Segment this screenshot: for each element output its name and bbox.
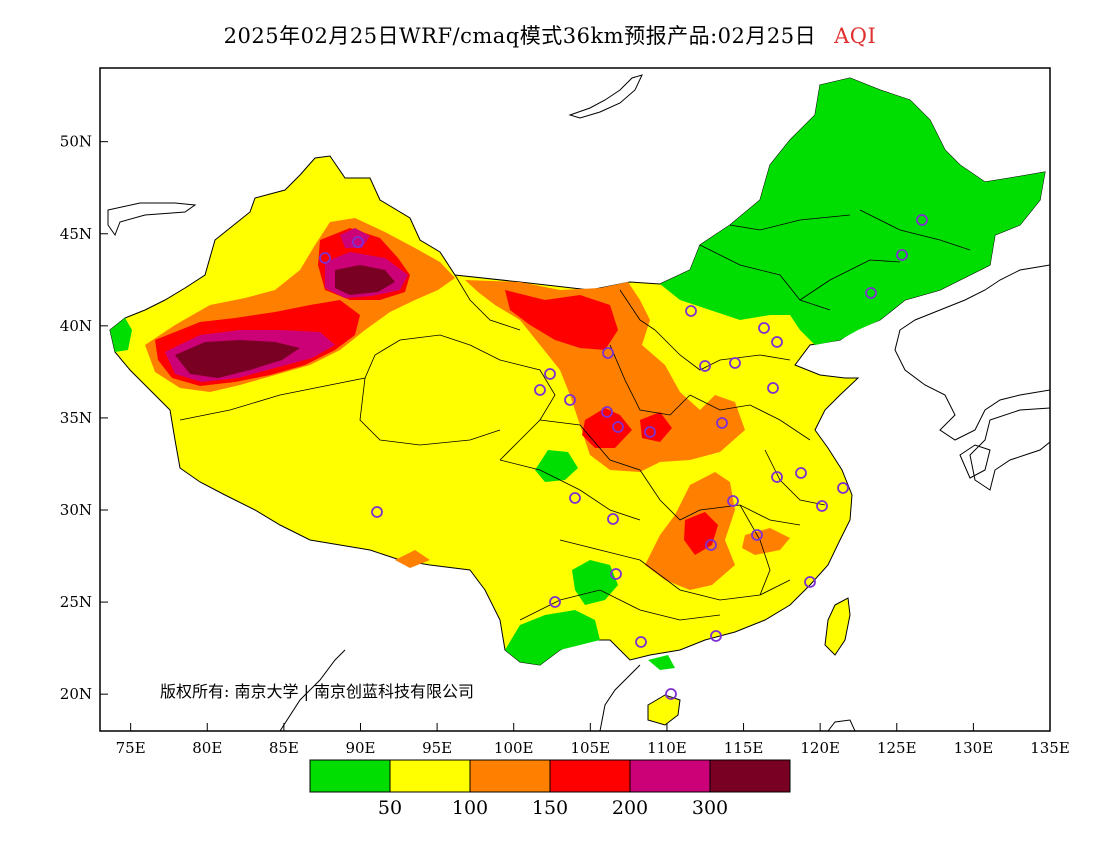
lon-tick-label: 115E — [724, 739, 764, 757]
legend-label: 200 — [612, 797, 648, 819]
station-marker — [771, 471, 783, 483]
lat-tick-label: 40N — [60, 317, 92, 335]
region-good-hainan — [648, 655, 675, 670]
lon-tick-label: 85E — [269, 739, 299, 757]
lon-tick-label: 100E — [494, 739, 534, 757]
station-marker — [534, 384, 546, 396]
station-marker — [727, 495, 739, 507]
title-main: 2025年02月25日WRF/cmaq模式36km预报产品:02月25日 — [223, 24, 817, 48]
title-variable: AQI — [834, 24, 877, 48]
station-marker — [699, 360, 711, 372]
province-boundaries — [179, 209, 971, 621]
lat-tick-label: 35N — [60, 409, 92, 427]
station-marker — [716, 417, 728, 429]
region-hazardous-tarim — [175, 340, 300, 378]
station-marker — [685, 305, 697, 317]
map-field — [107, 74, 1050, 731]
region-good-northeast — [660, 78, 1045, 345]
station-marker — [767, 382, 779, 394]
lon-tick-label: 130E — [954, 739, 994, 757]
station-marker — [665, 688, 677, 700]
station-marker — [352, 236, 364, 248]
station-marker — [837, 482, 849, 494]
station-marker — [371, 506, 383, 518]
station-marker — [729, 357, 741, 369]
map-title: 2025年02月25日WRF/cmaq模式36km预报产品:02月25日 AQI — [0, 20, 1100, 50]
station-marker — [610, 568, 622, 580]
lon-tick-label: 105E — [571, 739, 611, 757]
region-good-west — [110, 318, 132, 352]
lon-axis: 75E 80E 85E 90E 95E 100E 105E 110E 115E 120E 125E 1… — [116, 723, 1070, 757]
copyright-text: 版权所有: 南京大学 | 南京创蓝科技有限公司 — [160, 682, 474, 701]
lon-tick-label: 120E — [800, 739, 840, 757]
lon-tick-label: 135E — [1030, 739, 1070, 757]
region-hazardous-junggar — [335, 265, 395, 295]
lat-axis: 20N 25N 30N 35N 40N 45N 50N — [60, 133, 108, 703]
lon-tick-label: 90E — [345, 739, 375, 757]
legend-label: 150 — [532, 797, 568, 819]
station-marker — [612, 421, 624, 433]
station-marker — [564, 394, 576, 406]
neighbor-coastlines — [107, 74, 1050, 731]
lon-tick-label: 80E — [192, 739, 222, 757]
legend-swatch — [309, 759, 391, 793]
region-unhealthy-north — [505, 290, 618, 350]
region-good-sichuan — [535, 450, 578, 482]
station-marker — [602, 347, 614, 359]
station-marker — [705, 539, 717, 551]
lat-tick-label: 50N — [60, 133, 92, 151]
lon-tick-label: 110E — [647, 739, 687, 757]
region-good-southwest — [505, 610, 600, 665]
station-marker — [544, 368, 556, 380]
station-marker — [916, 214, 928, 226]
taiwan-island — [824, 597, 851, 656]
station-marker — [635, 636, 647, 648]
station-marker — [751, 529, 763, 541]
legend-swatch — [709, 759, 791, 793]
region-unhealthy-henan — [640, 412, 672, 442]
legend — [309, 759, 791, 793]
region-usg-east — [742, 528, 790, 555]
station-marker — [549, 596, 561, 608]
legend-labels: 50 100 150 200 300 — [378, 797, 728, 819]
lat-tick-label: 20N — [60, 685, 92, 703]
station-marker — [601, 406, 613, 418]
legend-label: 100 — [452, 797, 488, 819]
lon-tick-label: 125E — [877, 739, 917, 757]
station-marker — [771, 336, 783, 348]
legend-label: 300 — [692, 797, 728, 819]
station-marker — [710, 630, 722, 642]
station-marker — [607, 513, 619, 525]
station-marker — [865, 287, 877, 299]
region-usg-tibet — [395, 550, 430, 568]
lat-tick-label: 25N — [60, 593, 92, 611]
lat-tick-label: 30N — [60, 501, 92, 519]
station-marker — [319, 252, 331, 264]
region-unhealthy-shaanxi — [582, 408, 632, 448]
station-marker — [758, 322, 770, 334]
station-marker — [896, 249, 908, 261]
station-marker — [569, 492, 581, 504]
station-markers — [319, 214, 928, 700]
legend-swatch — [389, 759, 471, 793]
station-marker — [644, 426, 656, 438]
region-unhealthy-hunan — [684, 512, 718, 555]
lon-tick-label: 75E — [116, 739, 146, 757]
legend-label: 50 — [378, 797, 402, 819]
legend-swatch — [469, 759, 551, 793]
lat-tick-label: 45N — [60, 225, 92, 243]
station-marker — [804, 576, 816, 588]
station-marker — [795, 467, 807, 479]
legend-swatch — [549, 759, 631, 793]
legend-swatch — [629, 759, 711, 793]
map-frame — [99, 67, 1051, 732]
hainan-island — [647, 694, 681, 726]
lon-tick-label: 95E — [422, 739, 452, 757]
station-marker — [816, 500, 828, 512]
